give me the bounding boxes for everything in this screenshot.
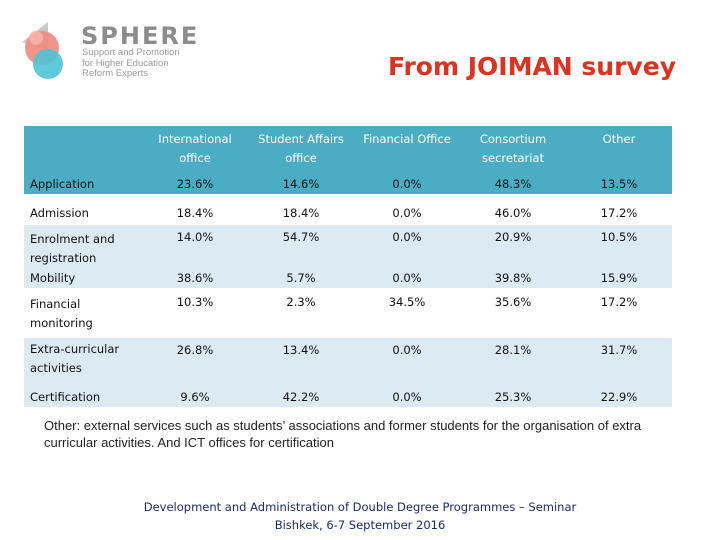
survey-table: International office Student Affairs off… bbox=[24, 126, 672, 407]
table-cell: 42.2% bbox=[248, 381, 354, 407]
table-cell: 14.6% bbox=[248, 171, 354, 195]
table-row: Mobility 38.6% 5.7% 0.0% 39.8% 15.9% bbox=[24, 271, 672, 289]
table-cell: 54.7% bbox=[248, 223, 354, 271]
table-cell: 0.0% bbox=[354, 336, 460, 381]
table-cell: 31.7% bbox=[566, 336, 672, 381]
table-row: Application 23.6% 14.6% 0.0% 48.3% 13.5% bbox=[24, 171, 672, 195]
sphere-logo: SPHERE Support and Promotion for Higher … bbox=[18, 16, 197, 86]
table-cell: 17.2% bbox=[566, 288, 672, 337]
table-cell: 34.5% bbox=[354, 288, 460, 337]
table-corner-cell bbox=[24, 126, 142, 171]
row-label: Extra-curricular activities bbox=[24, 336, 142, 381]
table-cell: 10.5% bbox=[566, 223, 672, 271]
table-row: Extra-curricular activities 26.8% 13.4% … bbox=[24, 336, 672, 381]
row-label: Application bbox=[24, 171, 142, 195]
row-label-text: Financial monitoring bbox=[30, 297, 93, 330]
column-header: Financial Office bbox=[354, 126, 460, 171]
table-cell: 0.0% bbox=[354, 271, 460, 289]
table-cell: 46.0% bbox=[460, 194, 566, 224]
table-header-row: International office Student Affairs off… bbox=[24, 126, 672, 171]
table-cell: 15.9% bbox=[566, 271, 672, 289]
table-cell: 17.2% bbox=[566, 194, 672, 224]
table-cell: 25.3% bbox=[460, 381, 566, 407]
table-cell: 39.8% bbox=[460, 271, 566, 289]
table-cell: 23.6% bbox=[142, 171, 248, 195]
table-cell: 18.4% bbox=[142, 194, 248, 224]
footer-line: Development and Administration of Double… bbox=[143, 500, 577, 514]
logo-tagline-line: Support and Promotion bbox=[82, 47, 180, 58]
table-cell: 0.0% bbox=[354, 171, 460, 195]
table-cell: 2.3% bbox=[248, 288, 354, 337]
table-cell: 0.0% bbox=[354, 223, 460, 271]
footnote: Other: external services such as student… bbox=[44, 418, 642, 450]
row-label: Financial monitoring bbox=[24, 288, 142, 337]
column-header: International office bbox=[142, 126, 248, 171]
slide-title: From JOIMAN survey bbox=[387, 52, 676, 81]
row-label-text: Enrolment and registration bbox=[30, 232, 115, 265]
table-row: Certification 9.6% 42.2% 0.0% 25.3% 22.9… bbox=[24, 381, 672, 407]
table-cell: 20.9% bbox=[460, 223, 566, 271]
logo-tagline-line: for Higher Education bbox=[82, 57, 169, 69]
slide-footer: Development and Administration of Double… bbox=[0, 498, 720, 534]
table-cell: 22.9% bbox=[566, 381, 672, 407]
table-cell: 26.8% bbox=[142, 336, 248, 381]
row-label: Admission bbox=[24, 194, 142, 224]
table-row: Enrolment and registration 14.0% 54.7% 0… bbox=[24, 223, 672, 271]
table-cell: 28.1% bbox=[460, 336, 566, 381]
table-cell: 0.0% bbox=[354, 381, 460, 407]
logo-name: SPHERE bbox=[81, 22, 200, 50]
column-header: Student Affairs office bbox=[248, 126, 354, 171]
logo-tagline: Support and Promotion for Higher Educati… bbox=[82, 47, 180, 80]
table-cell: 38.6% bbox=[142, 271, 248, 289]
row-label-text: Extra-curricular activities bbox=[30, 342, 120, 375]
footer-line: Bishkek, 6-7 September 2016 bbox=[274, 518, 446, 532]
table-cell: 48.3% bbox=[460, 171, 566, 195]
row-label: Certification bbox=[24, 381, 142, 407]
row-label: Mobility bbox=[24, 271, 142, 289]
table-row: Financial monitoring 10.3% 2.3% 34.5% 35… bbox=[24, 288, 672, 337]
row-label: Enrolment and registration bbox=[24, 223, 142, 271]
table-cell: 5.7% bbox=[248, 271, 354, 289]
logo-tagline-line: Reform Experts bbox=[82, 68, 148, 79]
table-cell: 0.0% bbox=[354, 194, 460, 224]
sphere-logo-icon bbox=[22, 22, 63, 79]
column-header: Consortium secretariat bbox=[460, 126, 566, 171]
table-cell: 13.5% bbox=[566, 171, 672, 195]
table-row: Admission 18.4% 18.4% 0.0% 46.0% 17.2% bbox=[24, 194, 672, 224]
column-header: Other bbox=[566, 126, 672, 171]
table-cell: 18.4% bbox=[248, 194, 354, 224]
table-cell: 9.6% bbox=[142, 381, 248, 407]
table-cell: 14.0% bbox=[142, 223, 248, 271]
table-cell: 13.4% bbox=[248, 336, 354, 381]
table-cell: 10.3% bbox=[142, 288, 248, 337]
table-cell: 35.6% bbox=[460, 288, 566, 337]
